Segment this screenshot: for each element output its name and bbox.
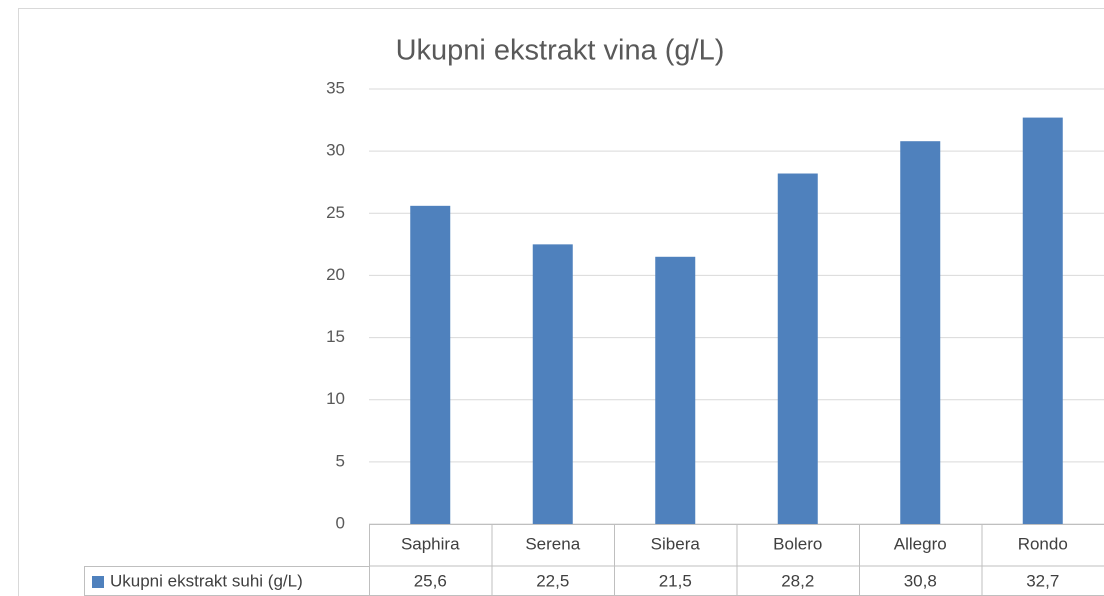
y-tick-label: 25 (326, 203, 345, 222)
chart-title: Ukupni ekstrakt vina (g/L) (396, 35, 725, 67)
y-tick-label: 10 (326, 389, 345, 408)
bar (900, 141, 941, 524)
y-tick-label: 30 (326, 141, 345, 160)
y-tick-label: 5 (336, 451, 345, 470)
table-value: 21,5 (659, 571, 692, 590)
bar (410, 205, 451, 525)
x-tick-label: Rondo (1018, 534, 1068, 553)
table-value: 32,7 (1026, 571, 1059, 590)
bar (1022, 117, 1063, 524)
y-tick-label: 35 (326, 78, 345, 97)
table-value: 30,8 (904, 571, 937, 590)
y-tick-label: 0 (336, 513, 345, 532)
x-tick-label: Sibera (651, 534, 701, 553)
bar (532, 244, 573, 524)
y-tick-label: 15 (326, 327, 345, 346)
x-tick-label: Bolero (773, 534, 822, 553)
legend-label: Ukupni ekstrakt suhi (g/L) (110, 571, 303, 590)
table-value: 22,5 (536, 571, 569, 590)
table-value: 28,2 (781, 571, 814, 590)
y-tick-label: 20 (326, 265, 345, 284)
x-tick-label: Saphira (401, 534, 460, 553)
bar (655, 256, 696, 524)
x-tick-label: Allegro (894, 534, 947, 553)
x-tick-label: Serena (525, 534, 580, 553)
bar (777, 173, 818, 524)
legend-swatch (92, 576, 104, 588)
table-value: 25,6 (414, 571, 447, 590)
